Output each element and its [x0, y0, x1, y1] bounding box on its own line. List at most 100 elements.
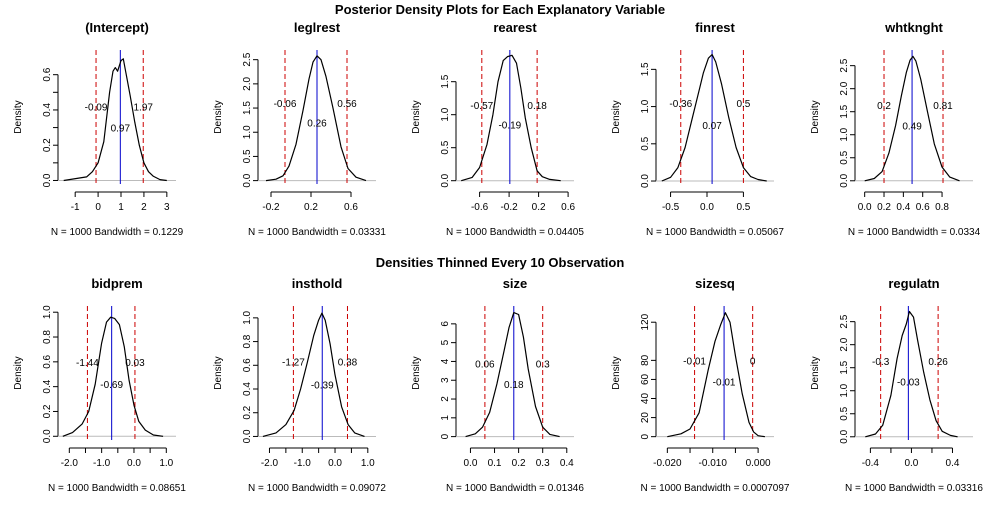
- x-tick-label: -0.4: [862, 458, 880, 469]
- y-tick-label: 4: [440, 358, 451, 364]
- y-tick-label: 1.0: [839, 127, 850, 141]
- y-tick-label: 1.5: [839, 104, 850, 118]
- x-tick-label: 1.0: [159, 458, 173, 469]
- median-label: -0.69: [100, 380, 123, 391]
- y-tick-label: 1.0: [839, 383, 850, 397]
- y-tick-label: 1.0: [640, 99, 651, 113]
- y-tick-label: 120: [640, 313, 651, 330]
- x-tick-label: 0.4: [560, 458, 574, 469]
- y-axis-label: Density: [611, 356, 622, 389]
- lower-bound-label: -0.36: [669, 99, 692, 110]
- y-tick-label: 2.0: [839, 337, 850, 351]
- density-curve: [667, 312, 765, 438]
- median-label: -0.19: [498, 121, 521, 132]
- density-panel: rearest 0.0 0.5 1.0 1.5 Density -0.6 -0.2 0.2 0.6…: [411, 20, 584, 238]
- y-tick-label: 0.5: [640, 136, 651, 150]
- upper-bound-label: 0.26: [928, 357, 948, 368]
- density-panel: finrest 0.0 0.5 1.0 1.5 Density -0.5 0.0 0.5 N = …: [611, 20, 784, 238]
- y-tick-label: 2.0: [242, 76, 253, 90]
- x-tick-label: 1.0: [361, 458, 375, 469]
- x-tick-label: 0.4: [896, 202, 910, 213]
- density-curve: [265, 55, 367, 182]
- upper-bound-label: 0.5: [736, 99, 750, 110]
- figure-middle-title: Densities Thinned Every 10 Observation: [376, 255, 625, 270]
- density-curve: [63, 58, 167, 182]
- x-tick-label: 0.8: [935, 202, 949, 213]
- panel-title: (Intercept): [85, 20, 149, 35]
- y-tick-label: 0.4: [42, 103, 53, 117]
- panel-title: regulatn: [888, 276, 939, 291]
- y-tick-label: 1.0: [440, 107, 451, 121]
- y-tick-label: 0.2: [242, 405, 253, 419]
- upper-bound-label: 0: [750, 356, 756, 367]
- y-tick-label: 20: [640, 412, 651, 424]
- y-tick-label: 1.5: [440, 74, 451, 88]
- y-tick-label: 0.0: [640, 174, 651, 188]
- x-tick-label: 0.0: [127, 458, 141, 469]
- density-panels: (Intercept) 0.0 0.2 0.4 0.6 Density -1 0 1 2 3 N = …: [13, 20, 983, 494]
- panel-title: insthold: [292, 276, 343, 291]
- x-tick-label: 1: [118, 202, 124, 213]
- density-curve: [865, 310, 958, 438]
- lower-bound-label: 0.2: [877, 101, 891, 112]
- density-panel: regulatn 0.0 0.5 1.0 1.5 2.0 2.5 Density -0.4 0.0…: [810, 276, 983, 494]
- x-tick-label: -0.010: [699, 458, 728, 469]
- upper-bound-label: 1.97: [134, 102, 154, 113]
- density-curve: [465, 312, 560, 438]
- lower-bound-label: -0.09: [85, 102, 108, 113]
- x-tick-label: 0.2: [532, 202, 546, 213]
- upper-bound-label: 0.38: [338, 358, 358, 369]
- x-tick-label: -0.5: [662, 202, 680, 213]
- x-tick-label: -1: [71, 202, 80, 213]
- x-tick-label: -2.0: [261, 458, 279, 469]
- x-tick-label: 0: [95, 202, 101, 213]
- y-axis-label: Density: [13, 100, 24, 133]
- y-axis-label: Density: [810, 100, 821, 133]
- y-tick-label: 0.0: [839, 429, 850, 443]
- y-tick-label: 0.5: [839, 150, 850, 164]
- y-tick-label: 1.0: [42, 305, 53, 319]
- y-tick-label: 0.0: [42, 429, 53, 443]
- y-tick-label: 0.6: [242, 358, 253, 372]
- y-tick-label: 6: [440, 321, 451, 327]
- y-tick-label: 80: [640, 354, 651, 366]
- median-label: 0.18: [504, 380, 524, 391]
- y-tick-label: 2: [440, 396, 451, 402]
- x-tick-label: 0.0: [700, 202, 714, 213]
- y-tick-label: 0.0: [42, 173, 53, 187]
- y-tick-label: 0.8: [242, 334, 253, 348]
- y-tick-label: 0.6: [42, 67, 53, 81]
- upper-bound-label: 0.56: [337, 99, 357, 110]
- x-axis-label: N = 1000 Bandwidth = 0.0007097: [640, 483, 789, 494]
- density-curve: [62, 316, 164, 437]
- figure-top-title: Posterior Density Plots for Each Explana…: [335, 2, 665, 17]
- x-tick-label: -2.0: [61, 458, 79, 469]
- x-tick-label: -0.6: [471, 202, 489, 213]
- median-label: -0.01: [713, 377, 736, 388]
- y-tick-label: 1.5: [839, 360, 850, 374]
- y-tick-label: 0.0: [242, 429, 253, 443]
- x-axis-label: N = 1000 Bandwidth = 0.03331: [248, 227, 386, 238]
- y-tick-label: 0.6: [42, 354, 53, 368]
- x-tick-label: 0.0: [463, 458, 477, 469]
- y-tick-label: 0.4: [242, 382, 253, 396]
- panel-title: leglrest: [294, 20, 341, 35]
- density-panel: (Intercept) 0.0 0.2 0.4 0.6 Density -1 0 1 2 3 N = …: [13, 20, 184, 238]
- y-axis-label: Density: [411, 356, 422, 389]
- y-tick-label: 5: [440, 339, 451, 345]
- x-tick-label: 0.2: [304, 202, 318, 213]
- x-tick-label: 3: [164, 202, 170, 213]
- y-tick-label: 0.8: [42, 330, 53, 344]
- median-label: 0.49: [902, 122, 922, 133]
- x-tick-label: 0.2: [877, 202, 891, 213]
- density-panel: whtknght 0.0 0.5 1.0 1.5 2.0 2.5 Density 0.0 0.2 0…: [810, 20, 981, 238]
- y-tick-label: 0.2: [42, 138, 53, 152]
- density-panel: bidprem 0.0 0.2 0.4 0.6 0.8 1.0 Density -2.0 -1.0…: [13, 276, 186, 494]
- y-axis-label: Density: [13, 356, 24, 389]
- y-tick-label: 1.5: [640, 62, 651, 76]
- y-tick-label: 2.0: [839, 81, 850, 95]
- lower-bound-label: -0.57: [470, 101, 493, 112]
- x-tick-label: -0.2: [500, 202, 518, 213]
